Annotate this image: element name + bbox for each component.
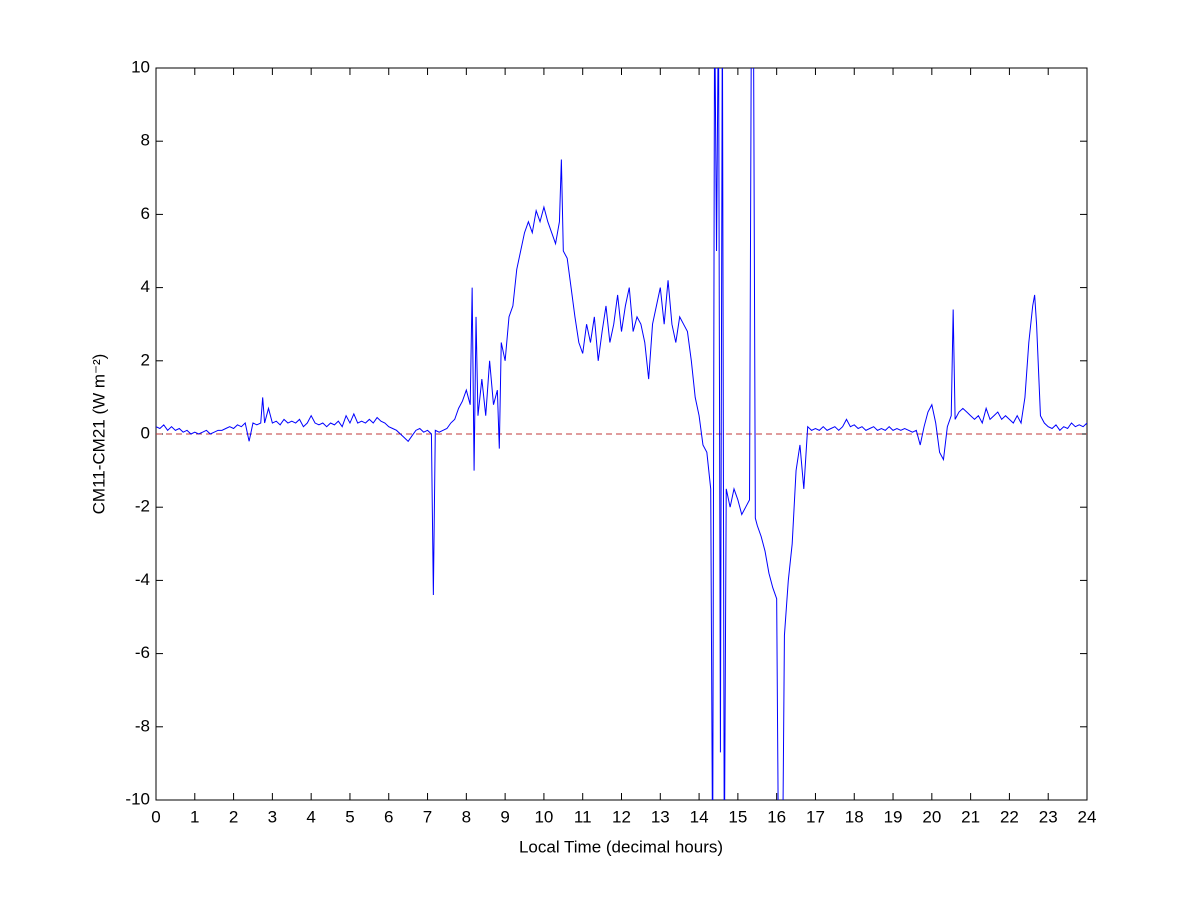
x-tick-label: 8 bbox=[462, 807, 471, 826]
x-tick-label: 2 bbox=[229, 807, 238, 826]
x-tick-label: 14 bbox=[690, 807, 709, 826]
x-tick-label: 9 bbox=[500, 807, 509, 826]
x-tick-label: 5 bbox=[345, 807, 354, 826]
x-tick-label: 17 bbox=[806, 807, 825, 826]
x-tick-label: 20 bbox=[922, 807, 941, 826]
y-tick-label: 6 bbox=[141, 204, 150, 223]
x-tick-label: 16 bbox=[767, 807, 786, 826]
x-axis-label: Local Time (decimal hours) bbox=[519, 837, 723, 856]
x-tick-label: 13 bbox=[651, 807, 670, 826]
x-tick-label: 4 bbox=[306, 807, 315, 826]
x-tick-label: 0 bbox=[151, 807, 160, 826]
y-tick-label: 8 bbox=[141, 131, 150, 150]
y-tick-label: -4 bbox=[135, 570, 150, 589]
x-tick-label: 21 bbox=[961, 807, 980, 826]
y-tick-label: 4 bbox=[141, 277, 150, 296]
x-tick-label: 3 bbox=[268, 807, 277, 826]
x-tick-label: 19 bbox=[884, 807, 903, 826]
x-tick-label: 7 bbox=[423, 807, 432, 826]
x-tick-label: 24 bbox=[1078, 807, 1097, 826]
y-tick-label: -10 bbox=[125, 789, 150, 808]
x-tick-label: 23 bbox=[1039, 807, 1058, 826]
x-tick-label: 1 bbox=[190, 807, 199, 826]
data-line bbox=[156, 68, 1087, 800]
x-tick-label: 12 bbox=[612, 807, 631, 826]
x-tick-label: 22 bbox=[1000, 807, 1019, 826]
x-tick-label: 18 bbox=[845, 807, 864, 826]
x-tick-label: 15 bbox=[728, 807, 747, 826]
y-axis-label: CM11-CM21 (W m⁻²) bbox=[89, 354, 108, 515]
x-tick-label: 11 bbox=[574, 807, 592, 826]
plot-content bbox=[156, 68, 1087, 800]
y-tick-label: -8 bbox=[135, 716, 150, 735]
y-tick-label: 10 bbox=[131, 57, 150, 76]
x-tick-label: 6 bbox=[384, 807, 393, 826]
y-tick-label: -2 bbox=[135, 497, 150, 516]
y-tick-label: 0 bbox=[141, 423, 150, 442]
y-tick-label: 2 bbox=[141, 350, 150, 369]
x-tick-label: 10 bbox=[534, 807, 553, 826]
y-tick-label: -6 bbox=[135, 643, 150, 662]
